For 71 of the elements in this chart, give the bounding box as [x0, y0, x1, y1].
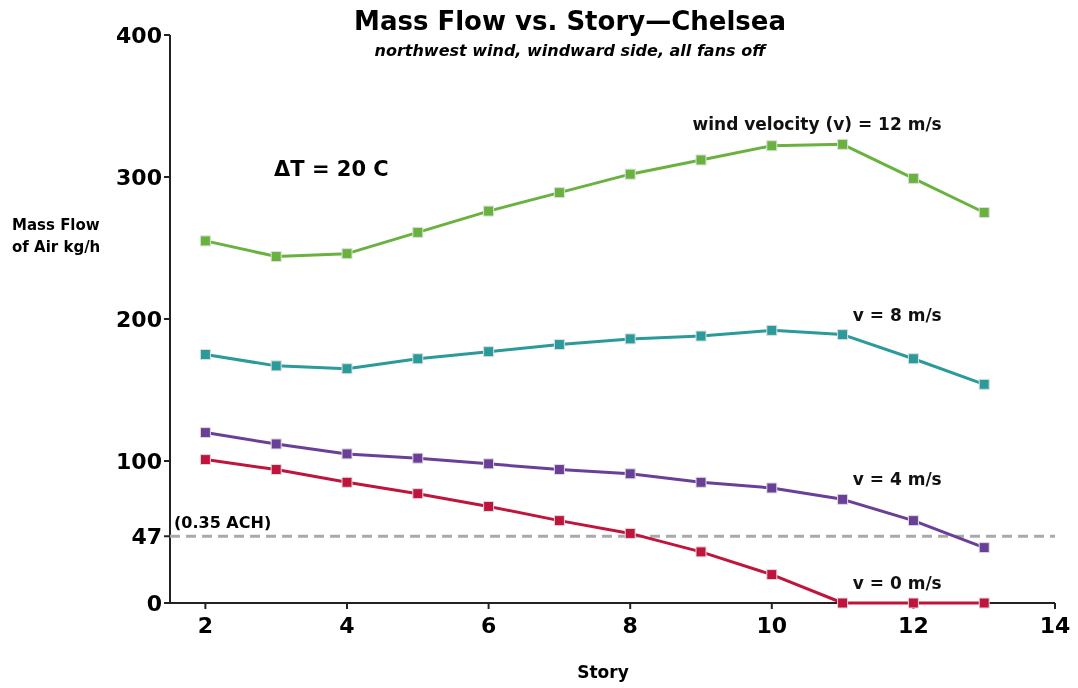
point — [837, 597, 849, 609]
point — [978, 597, 990, 609]
point — [978, 207, 990, 218]
series-label: v = 8 m/s — [852, 304, 942, 325]
point — [483, 458, 495, 470]
y-tick-label: 300 — [116, 164, 162, 190]
point — [624, 333, 636, 345]
point — [624, 527, 636, 539]
point — [695, 330, 707, 342]
point — [270, 360, 282, 372]
point — [483, 500, 495, 512]
point — [766, 482, 778, 494]
point — [695, 546, 707, 558]
point — [837, 138, 849, 150]
series-label: v = 4 m/s — [852, 469, 942, 490]
x-tick-label: 2 — [197, 613, 214, 638]
point — [341, 248, 353, 260]
point — [553, 515, 565, 527]
point — [270, 251, 282, 263]
point — [412, 452, 424, 464]
point — [837, 493, 849, 505]
point — [837, 329, 849, 341]
ref-line-label: (0.35 ACH) — [174, 513, 272, 533]
y-tick-label: 0 — [146, 590, 162, 616]
chart-title: Mass Flow vs. Story—Chelsea — [354, 6, 786, 36]
point — [553, 339, 565, 351]
point — [695, 476, 707, 488]
x-tick-label: 8 — [622, 613, 638, 638]
point — [412, 353, 424, 365]
point — [341, 476, 353, 488]
point — [483, 205, 495, 217]
point — [907, 515, 919, 527]
point — [624, 468, 636, 480]
point — [199, 454, 211, 466]
point — [766, 324, 778, 336]
point — [553, 187, 565, 199]
point — [907, 353, 919, 365]
annotation: ΔT = 20 C — [274, 157, 389, 181]
x-tick-label: 12 — [898, 613, 929, 638]
series-label: wind velocity (v) = 12 m/s — [692, 114, 942, 135]
x-tick-label: 6 — [480, 613, 497, 638]
point — [483, 346, 495, 358]
point — [341, 363, 353, 375]
y-axis-title: Mass Flow of Air kg/h — [12, 216, 101, 256]
y-tick-label: 400 — [116, 22, 162, 48]
y-tick-label: 200 — [116, 306, 162, 332]
x-tick-label: 10 — [756, 613, 788, 638]
point — [199, 427, 211, 439]
point — [695, 154, 707, 166]
point — [978, 378, 990, 390]
y-tick-label: 100 — [116, 448, 162, 474]
series-label: v = 0 m/s — [852, 573, 942, 593]
point — [766, 569, 778, 581]
point — [199, 235, 211, 247]
point — [907, 597, 919, 609]
point — [553, 464, 565, 476]
point — [341, 448, 353, 460]
y-tick-label: 47 — [131, 523, 162, 549]
point — [978, 542, 990, 554]
point — [412, 488, 424, 500]
point — [624, 168, 636, 180]
point — [907, 172, 919, 184]
x-tick-label: 4 — [339, 613, 355, 638]
point — [766, 140, 778, 152]
point — [270, 464, 282, 476]
point — [270, 438, 282, 450]
point — [199, 349, 211, 360]
chart-subtitle: northwest wind, windward side, all fans off — [374, 41, 768, 60]
x-tick-label: 14 — [1039, 613, 1071, 638]
x-axis-title: Story — [577, 662, 629, 682]
point — [412, 226, 424, 238]
